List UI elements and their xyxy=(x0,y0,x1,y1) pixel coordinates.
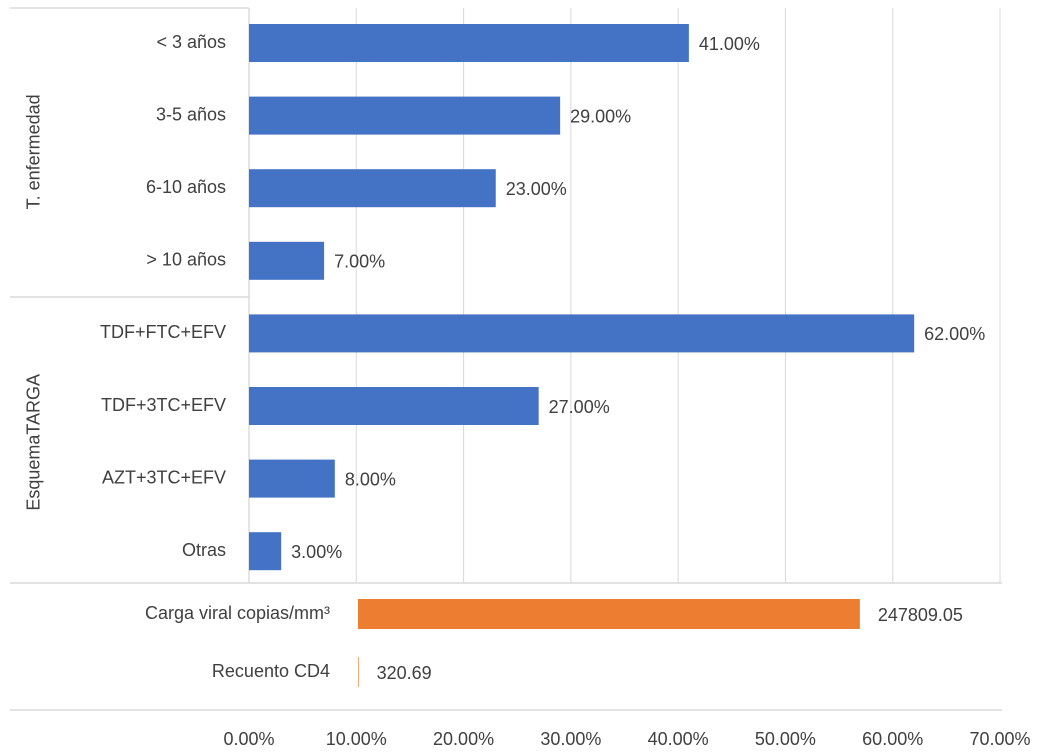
x-tick-label: 50.00% xyxy=(755,729,816,749)
y-tick-label: < 3 años xyxy=(156,32,226,52)
bar xyxy=(249,241,325,280)
y-tick-label: AZT+3TC+EFV xyxy=(102,467,226,487)
x-tick-label: 60.00% xyxy=(862,729,923,749)
y-tick-label: Carga viral copias/mm³ xyxy=(145,603,330,623)
data-label: 8.00% xyxy=(345,469,396,489)
y-tick-label: TDF+3TC+EFV xyxy=(101,395,226,415)
data-label: 23.00% xyxy=(506,179,567,199)
x-tick-label: 0.00% xyxy=(223,729,274,749)
y-tick-label: Recuento CD4 xyxy=(212,661,330,681)
bar xyxy=(358,599,860,629)
x-tick-label: 20.00% xyxy=(433,729,494,749)
data-label: 29.00% xyxy=(570,106,631,126)
x-tick-label: 30.00% xyxy=(540,729,601,749)
group-label: T. enfermedad xyxy=(24,94,44,209)
bar xyxy=(249,459,335,498)
data-label: 7.00% xyxy=(334,252,385,272)
bar xyxy=(249,96,561,135)
y-tick-label: 3-5 años xyxy=(156,104,226,124)
y-tick-label: > 10 años xyxy=(146,250,226,270)
data-label: 27.00% xyxy=(549,397,610,417)
bar xyxy=(358,657,359,687)
y-tick-label: Otras xyxy=(182,540,226,560)
x-tick-label: 70.00% xyxy=(969,729,1030,749)
x-tick-label: 40.00% xyxy=(648,729,709,749)
data-label: 247809.05 xyxy=(878,605,963,625)
data-label: 3.00% xyxy=(291,542,342,562)
bar xyxy=(249,24,689,62)
x-tick-label: 10.00% xyxy=(326,729,387,749)
bar xyxy=(249,387,539,425)
data-label: 41.00% xyxy=(699,34,760,54)
bar xyxy=(249,314,915,353)
data-label: 320.69 xyxy=(377,663,432,683)
data-label: 62.00% xyxy=(924,324,985,344)
bar xyxy=(249,532,282,571)
bar xyxy=(249,169,496,208)
y-tick-label: TDF+FTC+EFV xyxy=(100,322,226,342)
y-tick-label: 6-10 años xyxy=(146,177,226,197)
group-label: EsquemaTARGA xyxy=(24,374,44,511)
